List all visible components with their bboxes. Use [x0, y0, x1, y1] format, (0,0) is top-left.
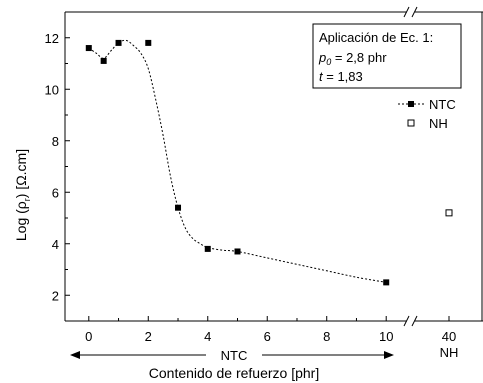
- fit-curve-ntc: [88, 39, 387, 283]
- x-tick-label: 0: [85, 329, 92, 344]
- axis-break-bottom-a: [403, 315, 410, 327]
- nh-point: [445, 209, 453, 217]
- y-axis-label: Log (ρr) [Ω.cm]: [13, 149, 32, 241]
- axis-break-top-b: [411, 6, 418, 18]
- annotation-line-1: Aplicación de Ec. 1:: [319, 30, 433, 45]
- x-tick-label: 10: [379, 329, 393, 344]
- legend-nh-marker: [407, 119, 415, 127]
- legend-ntc-label: NTC: [429, 97, 456, 112]
- ntc-point: [383, 279, 390, 286]
- ntc-point: [145, 39, 152, 46]
- axis-break-bottom-b: [411, 315, 418, 327]
- x-tick-label: 2: [145, 329, 152, 344]
- x-tick-label: 4: [204, 329, 211, 344]
- ntc-range-label: NTC: [221, 348, 248, 363]
- x-tick-label-40: 40: [442, 329, 456, 344]
- data-points: [85, 39, 453, 286]
- ntc-point: [115, 39, 122, 46]
- ntc-point: [234, 248, 241, 255]
- legend-nh-label: NH: [429, 116, 448, 131]
- ntc-point: [175, 204, 182, 211]
- x-tick-label: 6: [264, 329, 271, 344]
- legend-ntc-marker: [408, 101, 414, 107]
- x-tick-label: 8: [323, 329, 330, 344]
- ntc-point: [100, 57, 107, 64]
- ntc-range-arrow: NTC: [70, 348, 394, 363]
- x-axis-label: Contenido de refuerzo [phr]: [149, 365, 319, 381]
- ntc-point: [204, 245, 211, 252]
- y-tick-label: 12: [45, 31, 59, 46]
- axis-break-top-a: [403, 6, 410, 18]
- legend: NTC NH: [398, 97, 456, 131]
- y-tick-label: 4: [52, 237, 59, 252]
- nh-range-label: NH: [440, 345, 459, 360]
- annotation-box: Aplicación de Ec. 1: p0 = 2,8 phr t = 1,…: [312, 23, 462, 89]
- annotation-line-2: p0 = 2,8 phr: [318, 50, 387, 67]
- y-axis-ticks: 2 4 6 8 10 12: [45, 11, 70, 322]
- y-tick-label: 6: [52, 185, 59, 200]
- annotation-line-3: t = 1,83: [319, 69, 363, 84]
- x-axis-ticks: 0 2 4 6 8 10: [85, 316, 450, 344]
- y-tick-label: 8: [52, 134, 59, 149]
- ntc-point: [85, 45, 92, 52]
- y-tick-label: 10: [45, 82, 59, 97]
- y-tick-label: 2: [52, 288, 59, 303]
